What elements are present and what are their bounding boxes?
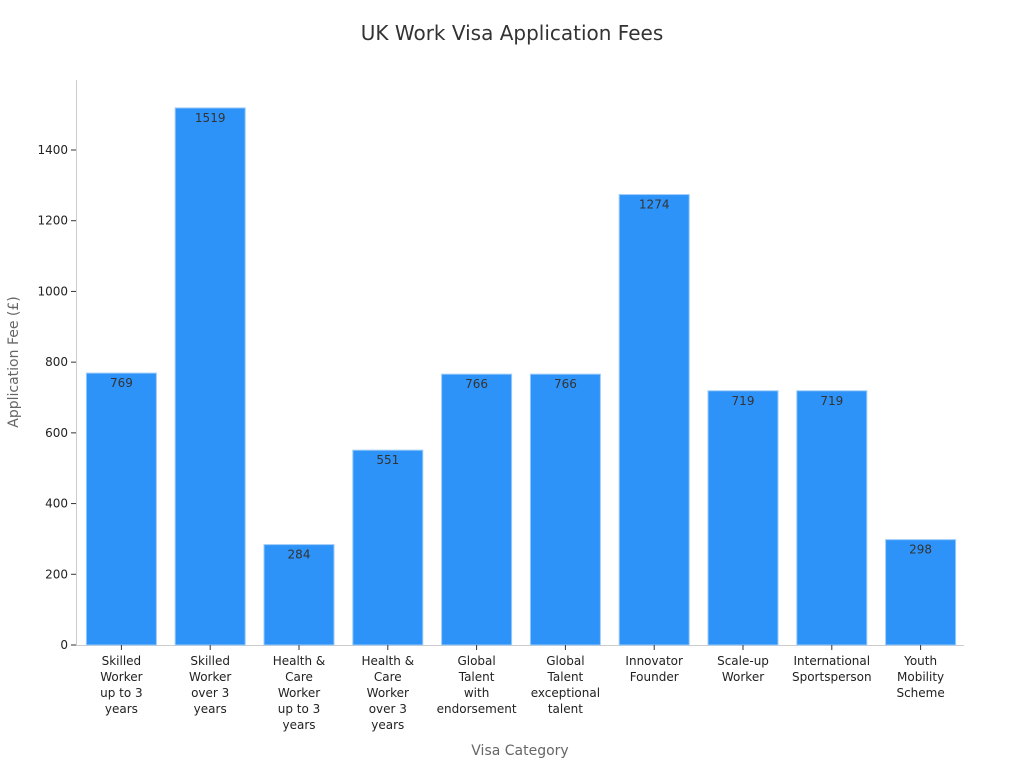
x-tick-label-line: Founder <box>630 670 679 684</box>
x-axis-label: Visa Category <box>471 743 568 759</box>
data-label: 284 <box>288 548 311 562</box>
x-tick-label-line: Innovator <box>625 654 683 668</box>
x-tick-label: Global Talent exceptional talent <box>531 654 600 716</box>
x-tick-label-line: Talent <box>458 670 495 684</box>
x-tick-label: Youth Mobility Scheme <box>896 654 944 700</box>
data-label: 1519 <box>195 111 226 125</box>
x-tick-label-line: endorsement <box>437 702 517 716</box>
y-tick-label: 800 <box>45 355 68 369</box>
bar <box>85 372 157 646</box>
x-tick-label-line: years <box>194 702 227 716</box>
x-tick-label-line: years <box>105 702 138 716</box>
x-tick-label-line: Sportsperson <box>792 670 872 684</box>
x-tick-label-line: Youth <box>903 654 937 668</box>
x-tick-label-line: up to 3 <box>278 702 321 716</box>
chart-title: UK Work Visa Application Fees <box>361 21 664 45</box>
bar <box>618 194 690 646</box>
x-tick-label-line: Global <box>546 654 584 668</box>
x-tick-label-line: with <box>464 686 489 700</box>
x-tick-label-line: years <box>371 718 404 732</box>
x-tick-label: Skilled Worker up to 3 years <box>100 654 143 716</box>
y-tick-label: 1000 <box>37 284 68 298</box>
x-tick-label-line: Worker <box>278 686 320 700</box>
x-tick-label-line: Worker <box>100 670 142 684</box>
data-label: 769 <box>110 376 133 390</box>
x-tick-label-line: Care <box>374 670 402 684</box>
bar <box>707 390 779 646</box>
y-tick-label: 400 <box>45 497 68 511</box>
bar <box>885 539 957 646</box>
x-tick-label-line: talent <box>548 702 583 716</box>
x-tick-label: International Sportsperson <box>792 654 872 684</box>
x-tick-label: Scale-up Worker <box>717 654 769 684</box>
x-tick-label: Global Talent with endorsement <box>437 654 517 716</box>
x-tick-label: Health & Care Worker over 3 years <box>362 654 415 732</box>
x-tick-label-line: over 3 <box>191 686 229 700</box>
y-tick-label: 200 <box>45 567 68 581</box>
x-tick-label-line: Worker <box>722 670 764 684</box>
y-axis-label: Application Fee (£) <box>6 296 22 427</box>
x-tick-label-line: Skilled <box>190 654 230 668</box>
x-tick-label-line: exceptional <box>531 686 600 700</box>
x-tick-label-line: International <box>794 654 871 668</box>
y-tick-label: 1200 <box>37 214 68 228</box>
bar <box>529 373 601 646</box>
data-label: 766 <box>554 377 577 391</box>
x-tick-label-line: Worker <box>189 670 231 684</box>
x-tick-label-line: over 3 <box>369 702 407 716</box>
y-tick-label: 0 <box>60 638 68 652</box>
data-label: 1274 <box>639 198 670 212</box>
x-tick-label-line: years <box>282 718 315 732</box>
data-label: 719 <box>732 394 755 408</box>
x-tick-label-line: Care <box>285 670 313 684</box>
y-tick-label: 1400 <box>37 143 68 157</box>
data-label: 719 <box>820 394 843 408</box>
data-label: 298 <box>909 543 932 557</box>
bar <box>796 390 868 646</box>
x-tick-label-line: Mobility <box>897 670 944 684</box>
bar <box>263 544 335 646</box>
x-tick-label: Innovator Founder <box>625 654 683 684</box>
bar <box>352 449 424 646</box>
bar <box>174 107 246 646</box>
bar <box>441 373 513 646</box>
x-tick-label-line: Scheme <box>896 686 944 700</box>
y-tick-label: 600 <box>45 426 68 440</box>
x-tick-label: Skilled Worker over 3 years <box>189 654 231 716</box>
x-tick-label: Health & Care Worker up to 3 years <box>273 654 326 732</box>
x-tick-label-line: Health & <box>362 654 415 668</box>
data-label: 551 <box>376 453 399 467</box>
x-tick-label-line: Scale-up <box>717 654 769 668</box>
x-tick-label-line: Worker <box>367 686 409 700</box>
x-tick-label-line: Talent <box>547 670 584 684</box>
x-tick-label-line: Global <box>457 654 495 668</box>
x-tick-label-line: Health & <box>273 654 326 668</box>
x-tick-label-line: up to 3 <box>100 686 143 700</box>
data-label: 766 <box>465 377 488 391</box>
x-tick-label-line: Skilled <box>102 654 142 668</box>
